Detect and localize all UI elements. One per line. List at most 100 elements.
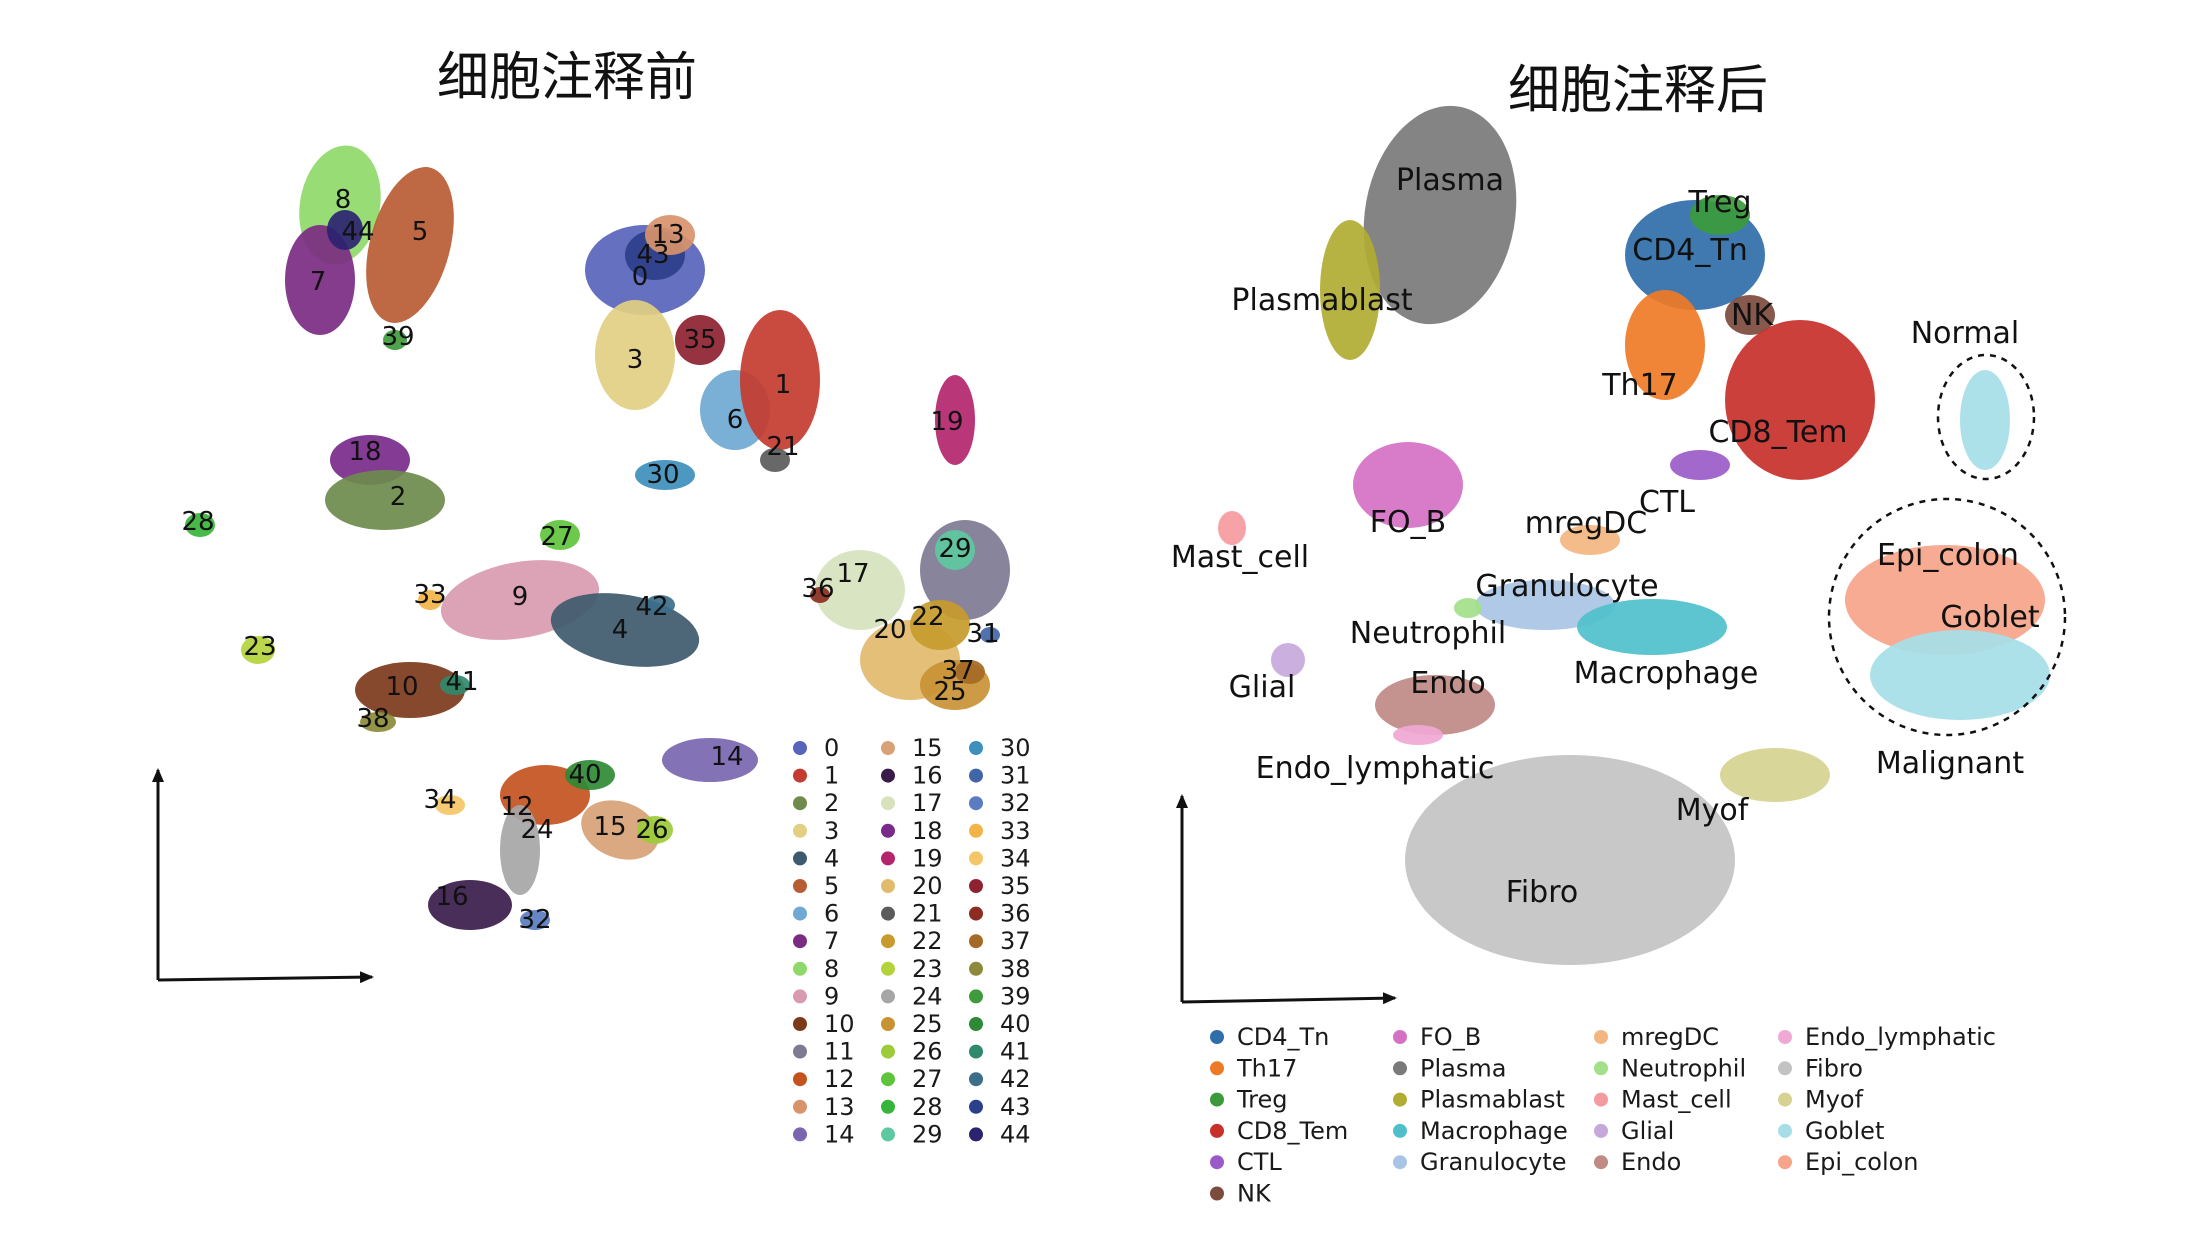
right-label-goblet: Goblet	[1940, 600, 2039, 635]
left-legend-marker-36	[969, 906, 983, 921]
left-legend-marker-39	[969, 989, 983, 1004]
left-legend-label-6: 6	[824, 900, 839, 928]
left-legend-marker-28	[881, 1099, 895, 1114]
left-cluster-label-18: 18	[348, 437, 381, 467]
left-cluster-label-25: 25	[933, 677, 966, 707]
left-cluster-13-points	[645, 215, 695, 255]
left-cluster-30-points	[635, 460, 695, 490]
right-label-malignant: Malignant	[1876, 746, 2024, 781]
right-umap-x-axis-arrow	[1181, 992, 1397, 1005]
left-cluster-7-points	[285, 225, 355, 335]
right-legend-label-cd8-tem: CD8_Tem	[1237, 1117, 1348, 1145]
left-cluster-label-29: 29	[938, 534, 971, 564]
right-legend-marker-myof	[1778, 1092, 1792, 1107]
left-cluster-label-21: 21	[766, 432, 799, 462]
right-label-fo-b: FO_B	[1370, 505, 1446, 540]
left-legend-label-42: 42	[1000, 1065, 1031, 1093]
left-legend-marker-22	[881, 934, 895, 949]
left-cluster-label-32: 32	[518, 905, 551, 935]
left-legend-marker-35	[969, 879, 983, 893]
left-cluster-label-3: 3	[627, 345, 644, 375]
right-cluster-myof-points	[1720, 748, 1830, 802]
right-cluster-treg-points	[1690, 195, 1750, 235]
left-legend-label-25: 25	[912, 1010, 943, 1038]
left-cluster-label-10: 10	[385, 672, 418, 702]
right-cluster-neutrophil-points	[1454, 598, 1482, 618]
left-legend-label-35: 35	[1000, 872, 1031, 900]
left-legend-label-13: 13	[824, 1093, 855, 1121]
left-legend-marker-2	[793, 796, 807, 811]
left-cluster-label-0: 0	[632, 262, 649, 292]
left-legend-label-32: 32	[1000, 789, 1031, 817]
left-legend-marker-14	[793, 1127, 807, 1142]
right-label-epi-colon: Epi_colon	[1877, 538, 2019, 573]
right-cluster-endo-lymphatic-points	[1393, 725, 1443, 745]
left-cluster-label-39: 39	[381, 322, 414, 352]
left-cluster-label-16: 16	[435, 882, 468, 912]
malignant-group-outline	[1827, 497, 2067, 737]
right-legend-label-glial: Glial	[1621, 1117, 1674, 1145]
left-legend-label-28: 28	[912, 1093, 943, 1121]
left-cluster-39-points	[383, 330, 407, 350]
right-cluster-plasma-points	[1363, 105, 1517, 325]
right-legend: CD4_Tn Th17 Treg CD8_Tem CTL NK FO_B Plasma Plas…	[1210, 1023, 1996, 1208]
right-legend-label-ctl: CTL	[1237, 1148, 1282, 1176]
left-legend-marker-6	[793, 906, 807, 921]
left-cluster-37-points	[955, 660, 985, 684]
right-cluster-cd8-tem-points	[1725, 320, 1875, 480]
right-legend-label-myof: Myof	[1805, 1086, 1864, 1114]
right-cluster-endo-points	[1375, 675, 1495, 735]
left-legend-marker-33	[969, 823, 983, 838]
left-cluster-15-points	[581, 800, 659, 860]
left-cluster-label-6: 6	[727, 405, 744, 435]
left-cluster-33-points	[418, 590, 442, 610]
right-legend-label-cd4-tn: CD4_Tn	[1237, 1023, 1329, 1051]
right-legend-marker-plasma	[1393, 1061, 1407, 1076]
right-label-normal: Normal	[1911, 316, 2020, 351]
left-legend-marker-17	[881, 796, 895, 811]
left-legend-label-27: 27	[912, 1065, 943, 1093]
left-legend-marker-7	[793, 934, 807, 949]
right-cluster-macrophage-points	[1577, 599, 1727, 655]
right-legend-label-fibro: Fibro	[1805, 1054, 1863, 1082]
right-legend-marker-cd4-tn	[1210, 1030, 1224, 1044]
right-label-treg: Treg	[1687, 185, 1751, 220]
left-cluster-label-23: 23	[243, 632, 276, 662]
left-cluster-label-4: 4	[612, 615, 629, 645]
left-legend-label-24: 24	[912, 982, 943, 1010]
right-cluster-epi-colon-points	[1845, 545, 2045, 655]
left-cluster-label-27: 27	[540, 522, 573, 552]
left-legend-label-37: 37	[1000, 927, 1031, 955]
right-legend-marker-glial	[1594, 1123, 1608, 1138]
right-legend-label-goblet: Goblet	[1805, 1117, 1884, 1145]
right-cluster-th17-points	[1625, 290, 1705, 400]
left-cluster-16-points	[428, 880, 512, 930]
left-legend-label-31: 31	[1000, 762, 1031, 790]
left-legend-label-14: 14	[824, 1120, 855, 1148]
left-cluster-28-points	[185, 513, 215, 537]
left-cluster-38-points	[360, 712, 396, 732]
right-legend-label-th17: Th17	[1236, 1054, 1297, 1082]
left-cluster-label-1: 1	[775, 370, 792, 400]
left-legend-marker-44	[969, 1127, 983, 1142]
left-legend-label-40: 40	[1000, 1010, 1031, 1038]
right-cluster-nk-points	[1725, 295, 1775, 335]
left-cluster-17-points	[815, 550, 905, 630]
left-legend-label-33: 33	[1000, 817, 1031, 845]
right-legend-marker-th17	[1210, 1061, 1224, 1076]
right-legend-marker-fibro	[1778, 1061, 1792, 1076]
left-cluster-label-13: 13	[651, 220, 684, 250]
left-cluster-42-points	[645, 595, 675, 615]
right-cluster-plasmablast-points	[1320, 220, 1380, 360]
right-label-mast-cell: Mast_cell	[1171, 540, 1309, 575]
left-legend-marker-21	[881, 906, 895, 921]
left-cluster-label-40: 40	[568, 760, 601, 790]
right-legend-label-mregdc: mregDC	[1621, 1023, 1719, 1051]
left-legend-marker-31	[969, 768, 983, 783]
right-legend-label-plasmablast: Plasmablast	[1420, 1086, 1565, 1114]
left-cluster-31-points	[980, 627, 1000, 643]
left-cluster-label-7: 7	[310, 267, 327, 297]
left-legend-label-44: 44	[1000, 1120, 1031, 1148]
right-legend-label-nk: NK	[1237, 1180, 1272, 1208]
right-umap-scatter	[1218, 105, 2050, 965]
